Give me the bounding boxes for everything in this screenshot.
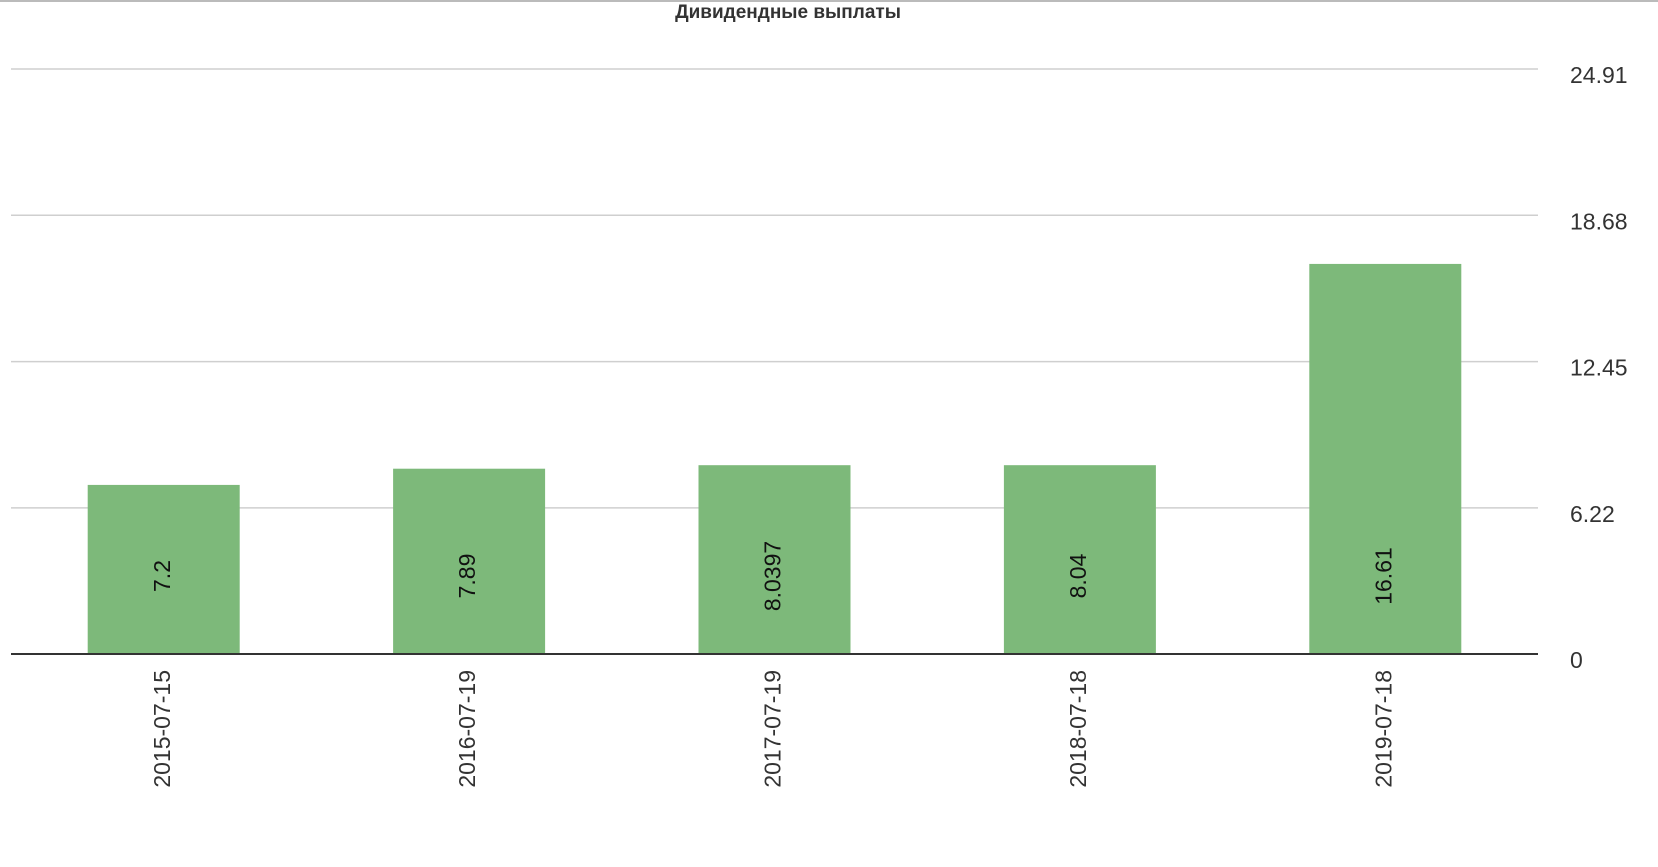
bar bbox=[1003, 465, 1156, 654]
data-label: 16.61 bbox=[1370, 547, 1396, 605]
y-tick-label: 0 bbox=[1570, 647, 1583, 673]
bar bbox=[87, 484, 240, 654]
chart-title: Дивидендные выплаты bbox=[675, 2, 901, 23]
data-label: 8.04 bbox=[1065, 553, 1091, 598]
y-tick-label: 12.45 bbox=[1570, 355, 1628, 381]
data-label: 7.2 bbox=[149, 560, 175, 592]
x-tick-label: 2017-07-19 bbox=[760, 670, 786, 788]
x-tick-label: 2019-07-18 bbox=[1370, 670, 1396, 788]
y-tick-label: 18.68 bbox=[1570, 208, 1628, 234]
x-tick-label: 2015-07-15 bbox=[149, 670, 175, 788]
y-tick-label: 6.22 bbox=[1570, 501, 1615, 527]
bar bbox=[393, 468, 546, 654]
x-tick-label: 2016-07-19 bbox=[454, 670, 480, 788]
data-label: 8.0397 bbox=[760, 541, 786, 611]
bar bbox=[698, 465, 851, 654]
bar bbox=[1309, 263, 1462, 654]
x-tick-label: 2018-07-18 bbox=[1065, 670, 1091, 788]
y-tick-label: 24.91 bbox=[1570, 62, 1628, 88]
data-label: 7.89 bbox=[454, 554, 480, 599]
